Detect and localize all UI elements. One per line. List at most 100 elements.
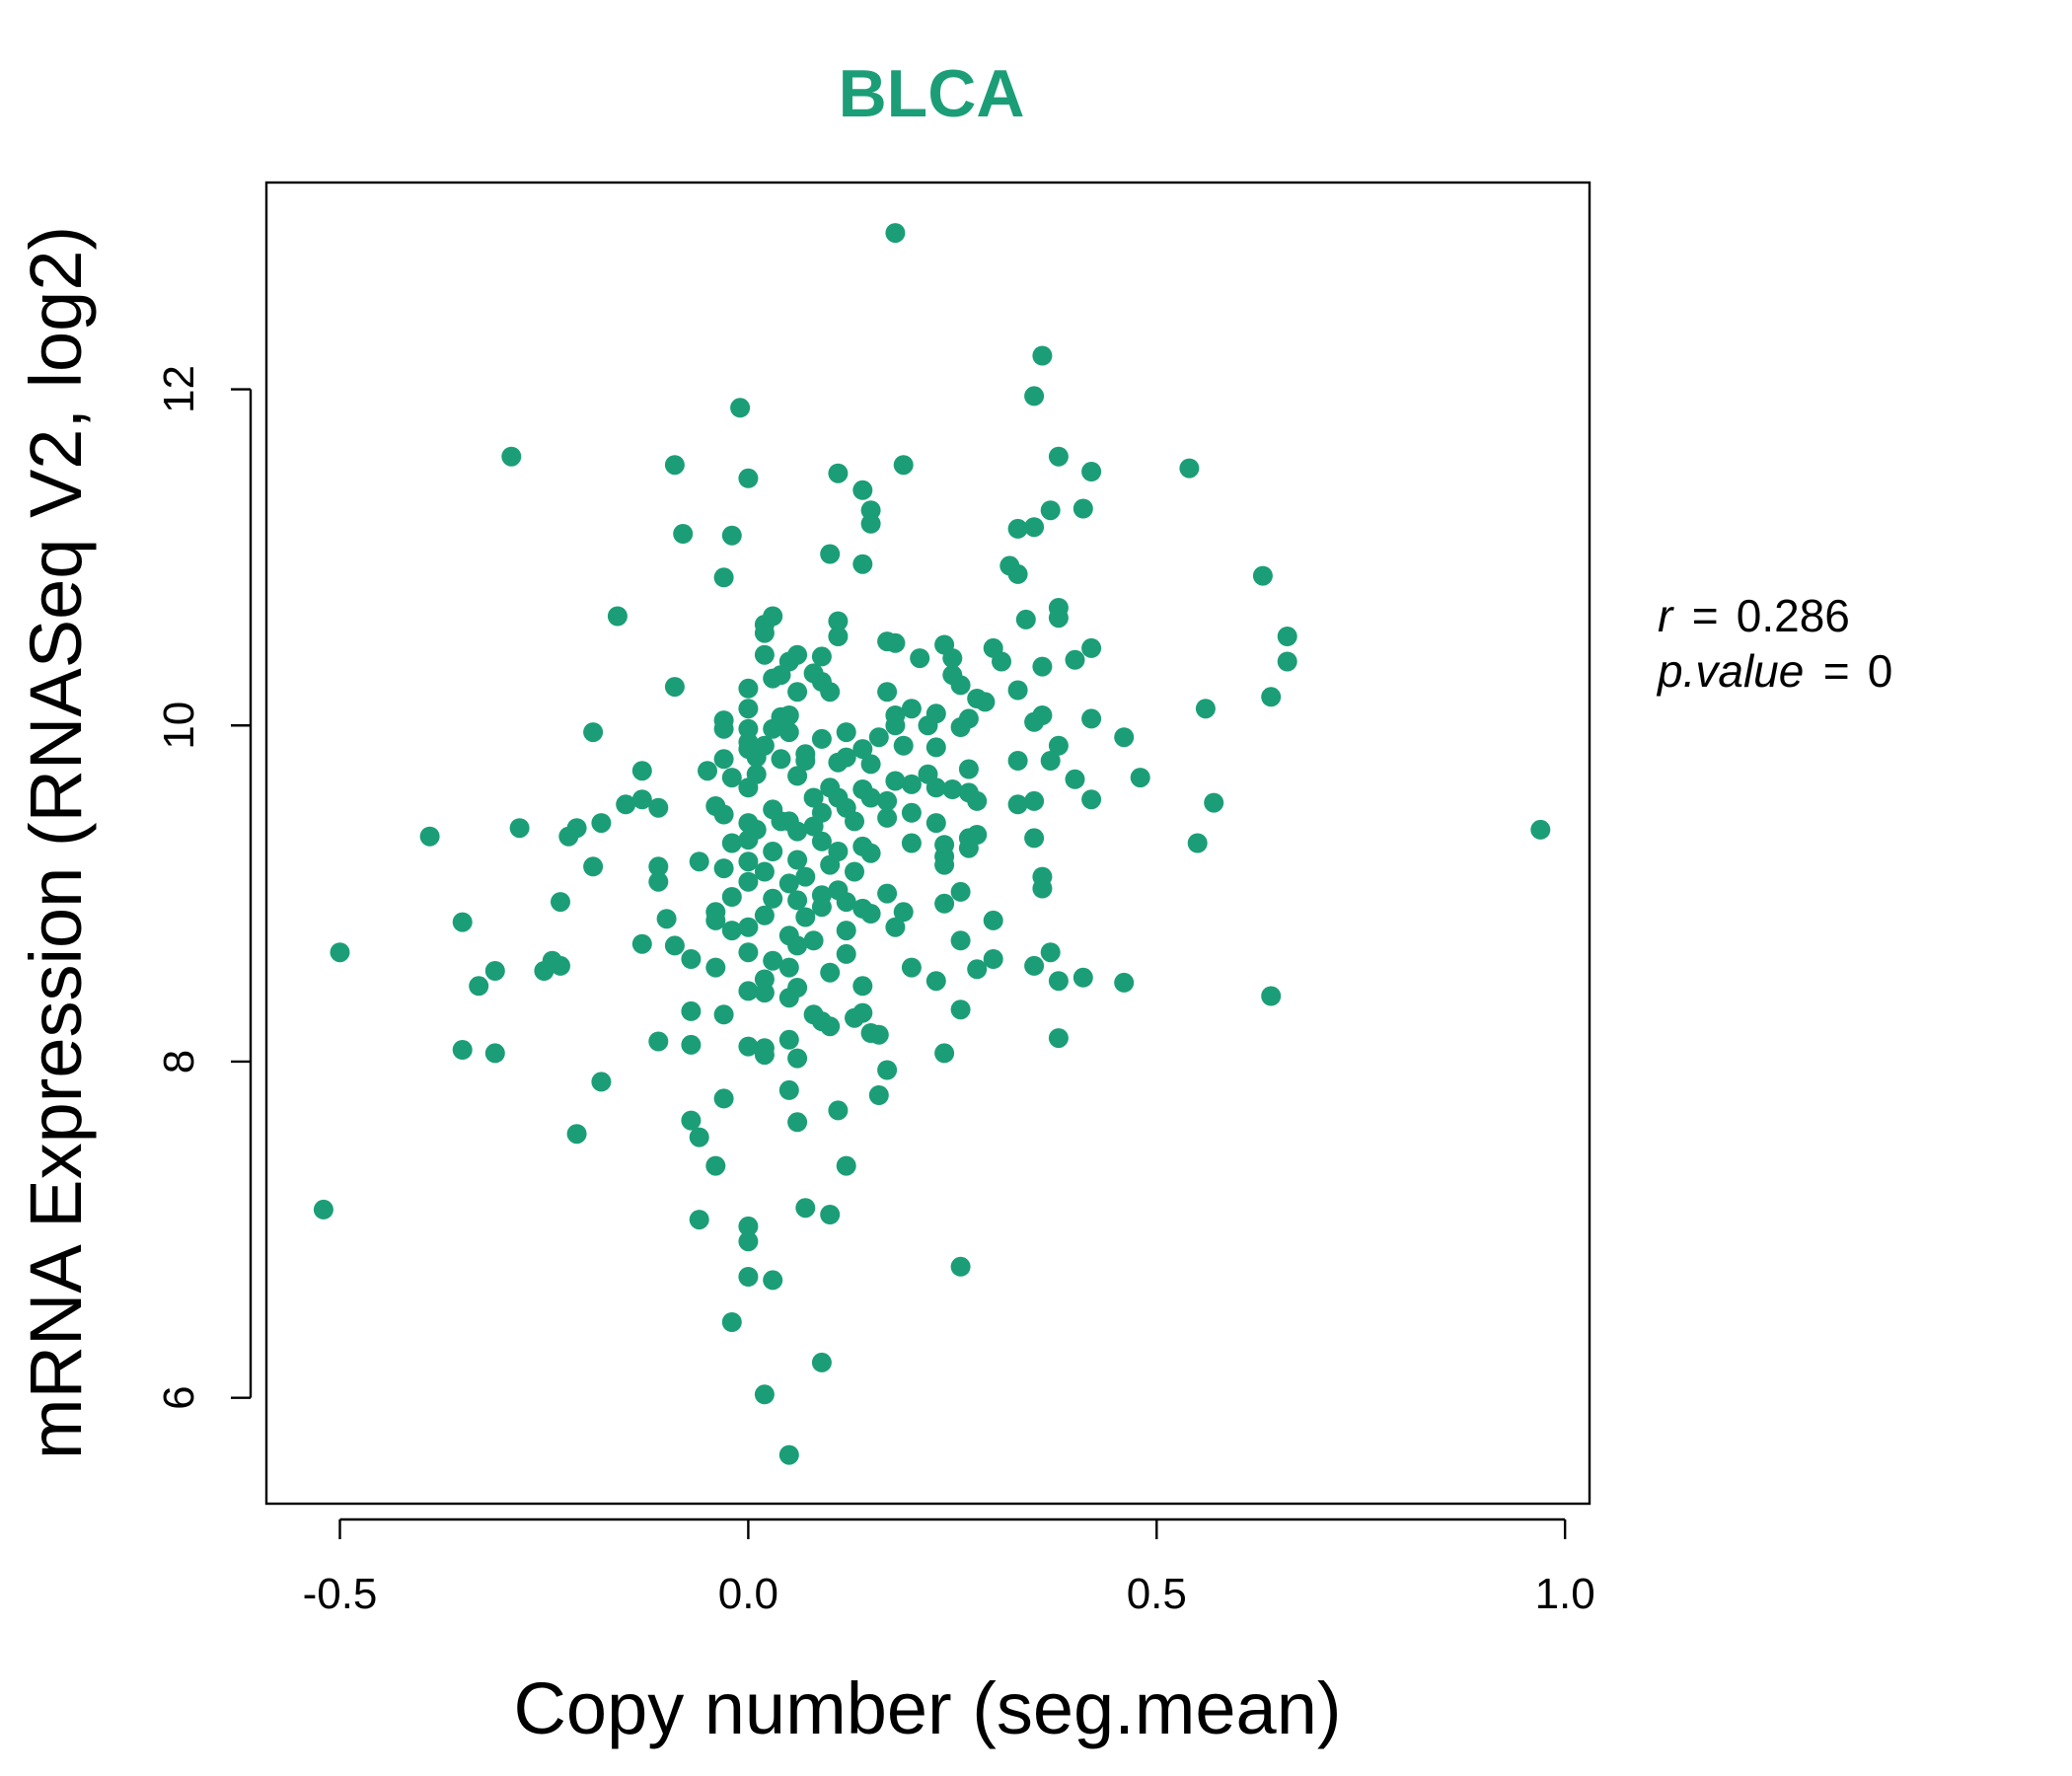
data-point: [934, 1043, 955, 1064]
data-point: [836, 943, 856, 964]
data-point: [901, 699, 922, 719]
data-point: [942, 779, 963, 799]
data-point: [1204, 792, 1224, 813]
x-axis-title: Copy number (seg.mean): [513, 1667, 1341, 1749]
data-point: [811, 831, 832, 851]
data-point: [738, 1036, 759, 1057]
data-point: [925, 777, 946, 798]
data-point: [803, 816, 824, 837]
data-point: [852, 554, 873, 574]
data-point: [754, 623, 775, 643]
data-point: [1081, 462, 1102, 481]
data-point: [778, 1444, 799, 1465]
data-point: [860, 513, 881, 534]
data-point: [591, 813, 612, 834]
data-point: [1032, 345, 1053, 366]
data-point: [877, 1060, 898, 1080]
data-point: [901, 957, 922, 978]
data-point: [689, 1127, 709, 1147]
data-point: [795, 866, 816, 887]
data-point: [778, 957, 799, 978]
data-point: [787, 682, 808, 703]
data-point: [828, 752, 849, 773]
data-point: [1015, 609, 1036, 629]
data-point: [1277, 627, 1297, 646]
data-point: [778, 1029, 799, 1050]
data-point: [778, 1079, 799, 1100]
data-point: [713, 1088, 734, 1109]
x-tick-label: -0.5: [303, 1570, 378, 1618]
data-point: [845, 811, 864, 832]
data-point: [721, 921, 742, 941]
data-point: [631, 789, 652, 810]
data-point: [868, 1085, 889, 1105]
data-point: [566, 1124, 587, 1145]
data-point: [787, 821, 808, 842]
data-point: [738, 1267, 759, 1287]
data-point: [509, 818, 530, 839]
data-point: [795, 907, 816, 927]
data-point: [787, 1048, 808, 1069]
data-point: [738, 468, 759, 488]
data-point: [1024, 517, 1045, 538]
data-point: [1261, 687, 1282, 707]
data-point: [1081, 637, 1102, 658]
data-point: [1024, 711, 1045, 732]
data-point: [713, 718, 734, 739]
x-tick-label: 0.0: [718, 1570, 778, 1618]
data-point: [885, 632, 906, 653]
data-point: [877, 682, 898, 703]
data-point: [763, 1270, 783, 1291]
data-point: [648, 797, 669, 818]
data-point: [721, 525, 742, 546]
data-point: [787, 890, 808, 911]
data-point: [754, 905, 775, 925]
data-point: [820, 962, 841, 983]
data-point: [860, 904, 881, 924]
data-point: [1024, 790, 1045, 811]
data-point: [631, 933, 652, 954]
data-point: [419, 826, 440, 847]
data-point: [877, 883, 898, 904]
data-point: [730, 398, 751, 418]
data-point: [885, 223, 906, 244]
data-point: [992, 651, 1011, 672]
data-point: [828, 1100, 849, 1121]
data-point: [763, 888, 783, 909]
data-point: [551, 892, 570, 913]
data-point: [1007, 518, 1028, 539]
data-point: [754, 1045, 775, 1066]
data-point: [705, 910, 726, 930]
data-point: [1065, 769, 1085, 789]
data-point: [713, 1004, 734, 1025]
data-point: [1040, 942, 1061, 963]
y-tick-label: 10: [155, 702, 203, 750]
data-point: [738, 830, 759, 851]
data-point: [721, 1312, 742, 1332]
data-point: [738, 678, 759, 699]
data-point: [763, 950, 783, 971]
data-point: [484, 961, 505, 981]
data-point: [828, 627, 849, 646]
data-point: [313, 1199, 333, 1220]
data-point: [738, 981, 759, 1001]
data-point: [877, 790, 898, 811]
data-point: [803, 787, 824, 808]
data-point: [950, 717, 971, 737]
data-point: [484, 1043, 505, 1064]
data-point: [763, 718, 783, 739]
r-label: r: [1658, 590, 1674, 641]
data-point: [452, 1040, 473, 1060]
data-point: [811, 897, 832, 918]
data-point: [811, 646, 832, 667]
data-point: [852, 480, 873, 500]
data-point: [1114, 972, 1135, 993]
data-point: [1048, 735, 1069, 756]
y-axis: 6 8 10 12: [155, 365, 253, 1410]
data-point: [713, 858, 734, 879]
data-point: [778, 722, 799, 743]
data-point: [787, 1112, 808, 1133]
data-point: [754, 861, 775, 882]
data-point: [1081, 708, 1102, 729]
data-point: [950, 1256, 971, 1277]
